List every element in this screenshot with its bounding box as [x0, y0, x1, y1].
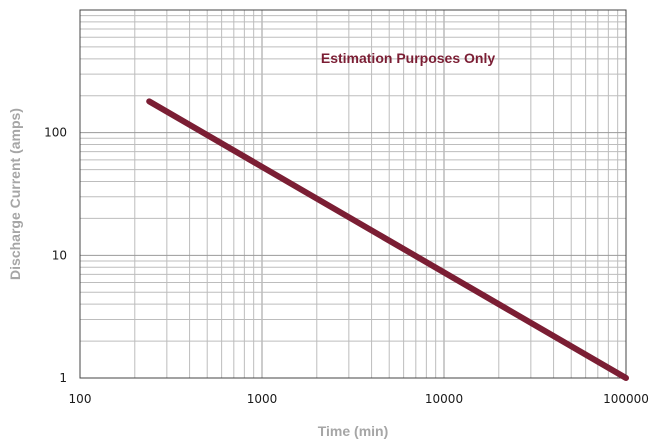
y-tick-label: 10: [52, 248, 67, 262]
x-tick-label: 1000: [247, 392, 278, 406]
annotation-text: Estimation Purposes Only: [321, 50, 495, 66]
x-tick-label: 100000: [603, 392, 649, 406]
y-tick-label: 100: [44, 126, 67, 140]
series-line: [146, 98, 629, 381]
x-tick-labels: 100 1000 10000 100000: [69, 392, 649, 406]
y-tick-labels: 1 10 100: [44, 126, 67, 385]
x-tick-label: 100: [69, 392, 92, 406]
y-axis-title: Discharge Current (amps): [7, 108, 23, 280]
plot-frame: [79, 9, 627, 379]
x-axis-title: Time (min): [318, 423, 389, 439]
series-group: [146, 98, 629, 381]
y-tick-label: 1: [59, 371, 67, 385]
grid: [80, 10, 626, 378]
x-tick-label: 10000: [425, 392, 463, 406]
